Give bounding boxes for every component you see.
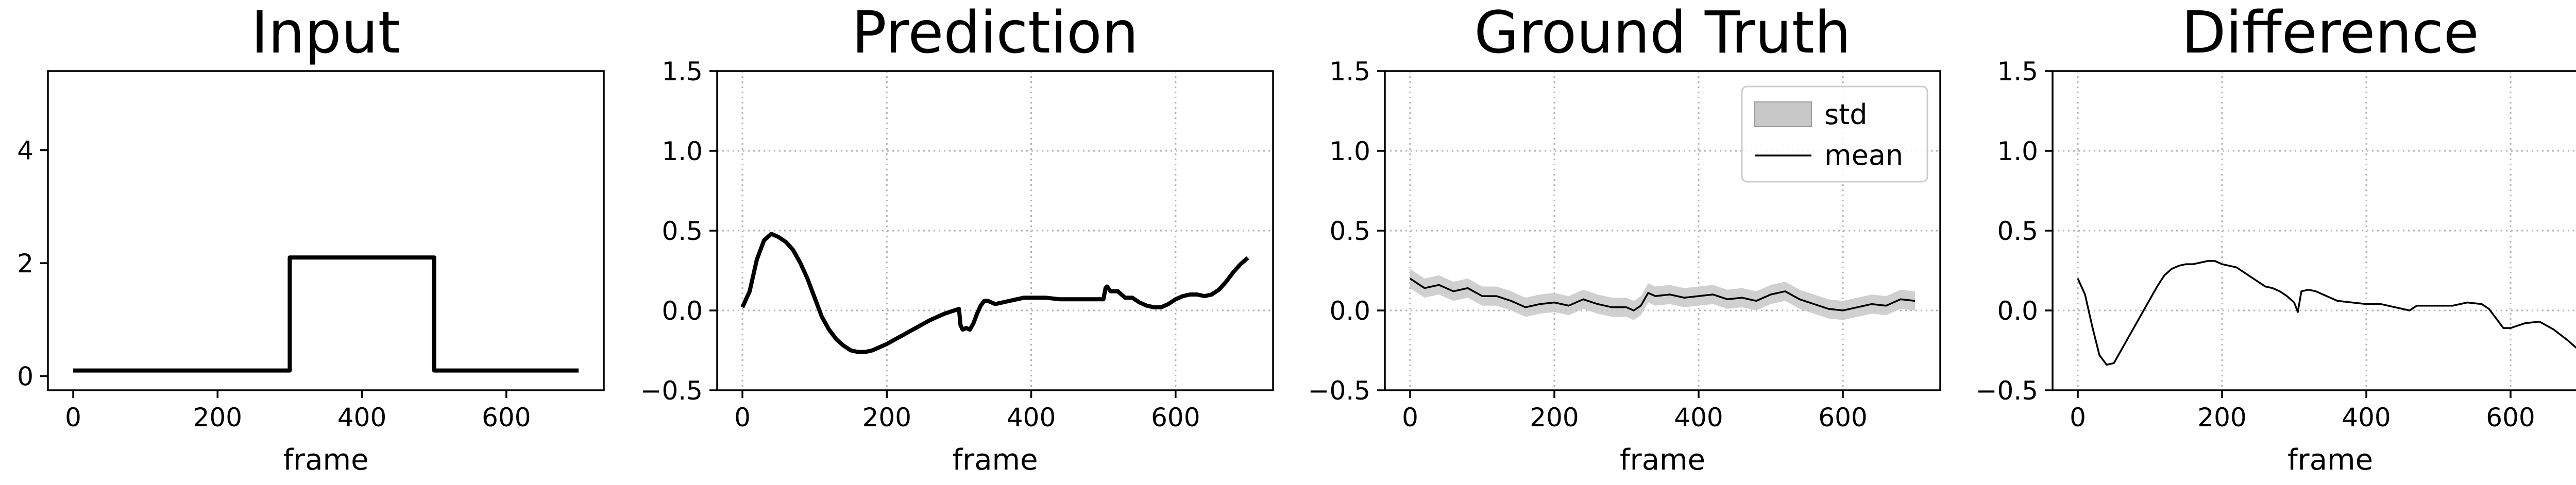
- y-tick-label: 0.5: [662, 216, 703, 246]
- legend-mean-label: mean: [1824, 139, 1903, 171]
- x-tick-label: 0: [1402, 403, 1418, 432]
- panel-1: 0 200 400 600 0 2 4 Input frame: [17, 0, 605, 477]
- y-tick-label: 1.0: [1329, 136, 1370, 166]
- y-tick-label: 0.0: [662, 296, 703, 326]
- x-axis-label: frame: [1620, 443, 1705, 477]
- y-tick-label: 0.0: [1997, 296, 2038, 326]
- y-tick-label: −0.5: [1308, 376, 1370, 406]
- x-tick-label: 600: [1151, 403, 1200, 432]
- x-tick-label: 200: [2197, 403, 2246, 432]
- chart-title: Input: [251, 0, 400, 66]
- panel-2: 0 200 400 600 −0.5 0.0 0.5 1.0 1.5 Prediction fram…: [640, 0, 1274, 477]
- y-tick-label: 0.5: [1329, 216, 1370, 246]
- series-line: [2077, 260, 2576, 366]
- x-tick-label: 400: [1674, 403, 1723, 432]
- panel-3: 0 200 400 600 −0.5 0.0 0.5 1.0 1.5 Ground Truth fr…: [1308, 0, 1941, 477]
- x-tick-label: 600: [2486, 403, 2535, 432]
- legend: std mean: [1741, 85, 1928, 183]
- y-tick-label: 4: [17, 136, 33, 166]
- y-tick-label: −0.5: [640, 376, 703, 406]
- x-tick-label: 200: [862, 403, 911, 432]
- y-tick-label: 0.0: [1329, 296, 1370, 326]
- x-tick-label: 0: [65, 403, 81, 432]
- x-axis-label: frame: [2287, 443, 2373, 477]
- series-line: [740, 232, 1249, 354]
- y-tick-label: 1.5: [1329, 57, 1370, 86]
- x-axis-label: frame: [283, 443, 368, 477]
- y-tick-label: 0.5: [1997, 216, 2038, 246]
- x-tick-label: 400: [1007, 403, 1056, 432]
- x-tick-label: 200: [1530, 403, 1579, 432]
- y-tick-label: 0: [17, 362, 33, 392]
- legend-std-swatch: [1754, 101, 1812, 127]
- x-tick-label: 400: [2342, 403, 2391, 432]
- plot-frame: [47, 70, 605, 391]
- x-tick-label: 600: [482, 403, 531, 432]
- x-tick-label: 0: [734, 403, 751, 432]
- y-tick-label: −0.5: [1976, 376, 2038, 406]
- panel-4: 0 200 400 600 −0.5 0.0 0.5 1.0 1.5 Difference fram…: [1976, 0, 2576, 477]
- y-tick-label: 2: [17, 249, 33, 279]
- legend-std-label: std: [1824, 98, 1868, 131]
- x-axis-label: frame: [952, 443, 1038, 477]
- x-tick-label: 200: [193, 403, 242, 432]
- y-tick-label: 1.0: [1997, 136, 2038, 166]
- x-tick-label: 600: [1818, 403, 1867, 432]
- chart-title: Prediction: [852, 0, 1138, 66]
- chart-title: Ground Truth: [1474, 0, 1851, 66]
- x-tick-label: 0: [2070, 403, 2086, 432]
- series-line: [73, 255, 579, 373]
- y-tick-label: 1.5: [662, 57, 703, 86]
- x-tick-label: 400: [337, 403, 386, 432]
- chart-title: Difference: [2181, 0, 2479, 66]
- y-tick-label: 1.0: [662, 136, 703, 166]
- mean-line: [1410, 278, 1916, 311]
- y-tick-label: 1.5: [1997, 57, 2038, 86]
